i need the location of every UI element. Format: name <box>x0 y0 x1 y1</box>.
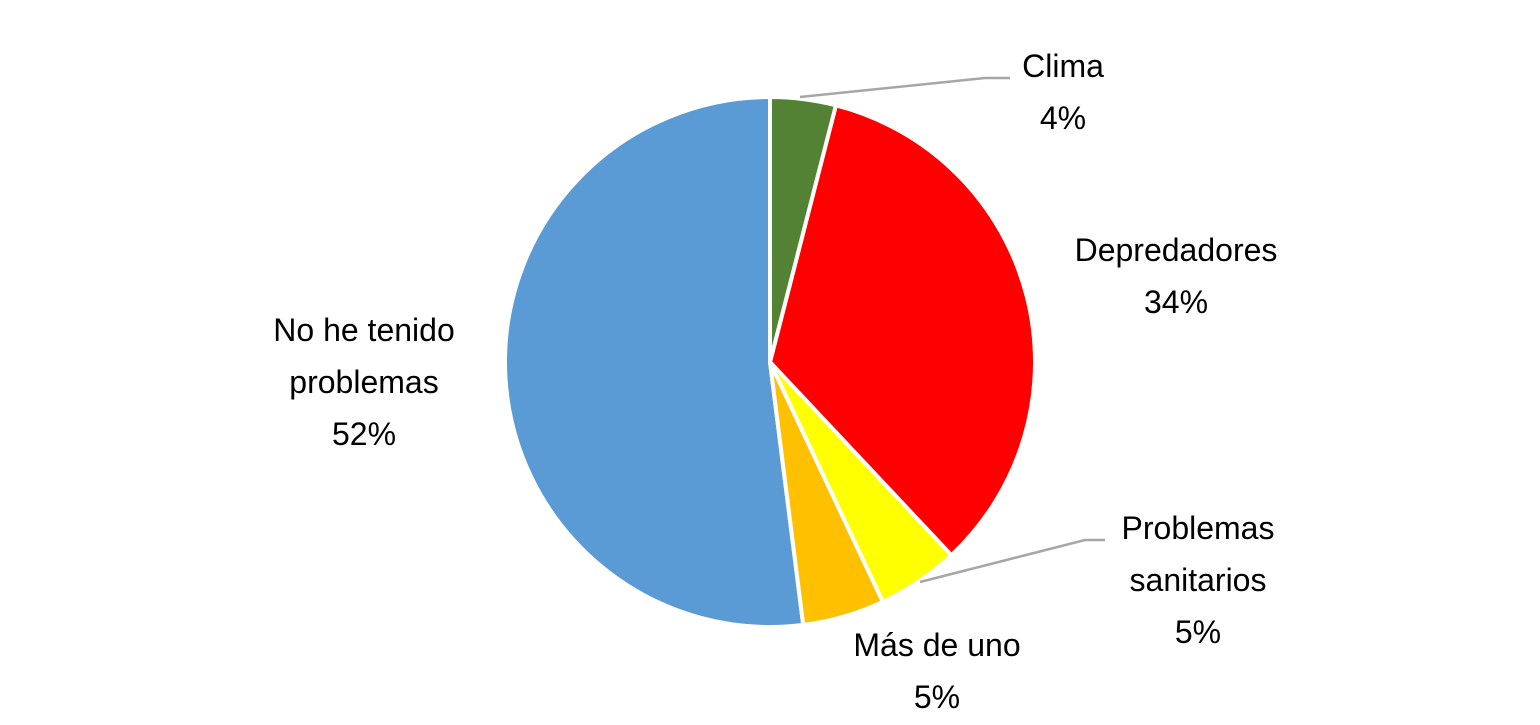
slice-label: Depredadores 34% <box>1026 224 1326 328</box>
value-label: 52% <box>331 416 397 452</box>
value-label: 34% <box>1143 284 1209 320</box>
category-label: Clima <box>1022 48 1104 84</box>
pie-slice <box>768 95 838 364</box>
value-label: 4% <box>1039 100 1087 136</box>
slice-label: Problemas sanitarios 5% <box>1088 502 1308 658</box>
value-label: 5% <box>1174 614 1222 650</box>
pie-slice <box>503 95 806 629</box>
slice-label: Más de uno 5% <box>797 619 1077 723</box>
category-label: Más de uno <box>853 627 1021 663</box>
leader-line <box>919 538 1105 584</box>
leader-line <box>799 76 1010 99</box>
category-label: Problemas sanitarios <box>1121 510 1275 598</box>
pie-slice <box>768 103 1037 558</box>
category-label: Depredadores <box>1074 232 1278 268</box>
slice-label: No he tenido problemas 52% <box>239 304 489 460</box>
category-label: No he tenido problemas <box>273 312 455 400</box>
slice-label: Clima 4% <box>963 40 1163 144</box>
value-label: 5% <box>913 679 961 715</box>
